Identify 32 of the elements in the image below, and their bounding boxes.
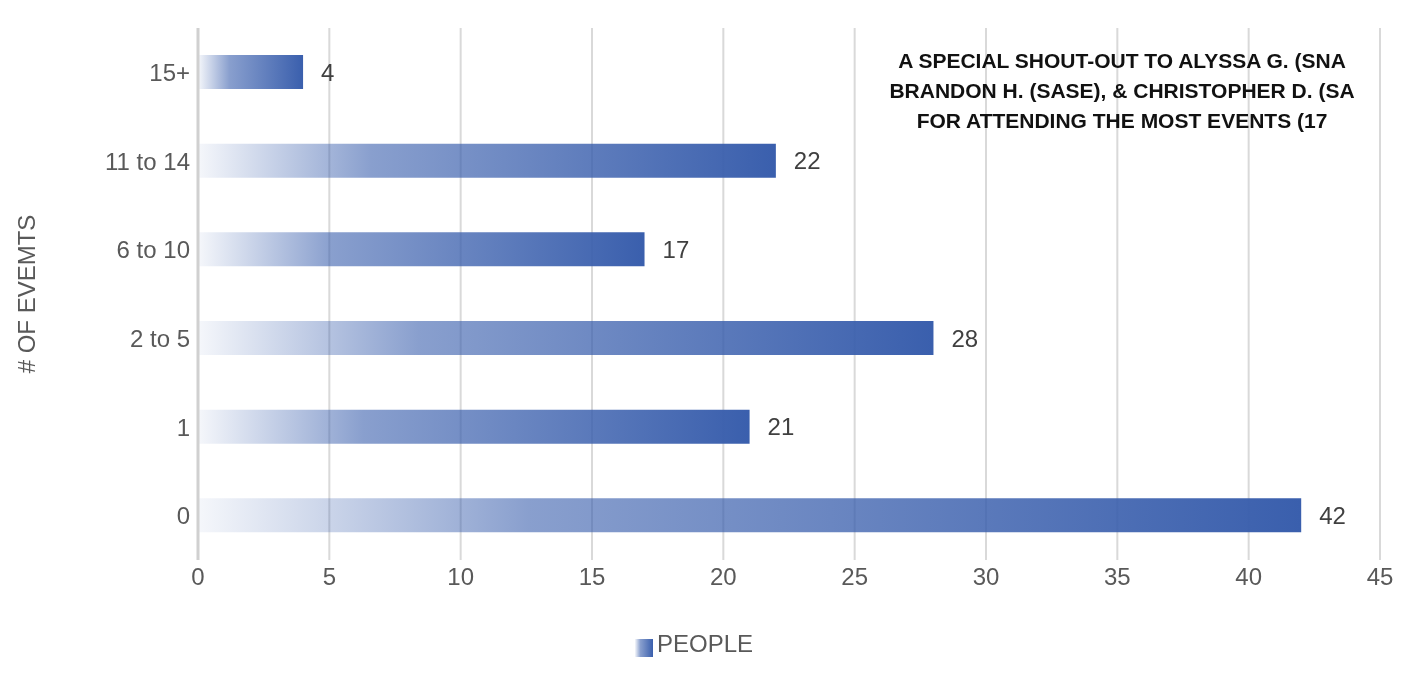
y-tick-label: 2 to 5 — [129, 324, 190, 352]
x-tick-label: 35 — [1103, 563, 1131, 591]
x-tick-label: 45 — [1366, 563, 1394, 591]
legend-label: PEOPLE — [656, 630, 754, 657]
y-tick-label: 6 to 10 — [116, 236, 190, 264]
bar — [198, 321, 934, 355]
data-label: 17 — [662, 235, 690, 263]
y-tick-label: 0 — [176, 502, 190, 530]
data-label: 42 — [1319, 501, 1346, 529]
y-tick-label: 15+ — [149, 58, 190, 86]
annotation: BRANDON H. (SASE), & CHRISTOPHER D. (SA — [888, 78, 1356, 104]
x-tick-label: 15 — [578, 563, 606, 591]
x-tick-label: 5 — [322, 563, 337, 591]
y-axis-title: # OF EVEMTS — [12, 214, 40, 374]
data-label: 22 — [793, 147, 821, 175]
data-label: 21 — [767, 413, 795, 441]
annotation: A SPECIAL SHOUT-OUT TO ALYSSA G. (SNA — [897, 48, 1347, 74]
bar — [198, 55, 304, 89]
x-tick-label: 40 — [1235, 563, 1263, 591]
bar — [198, 409, 750, 444]
annotation: FOR ATTENDING THE MOST EVENTS (17 — [915, 108, 1329, 134]
data-label: 28 — [951, 324, 979, 352]
x-tick-label: 20 — [709, 563, 737, 591]
y-tick-label: 11 to 14 — [105, 147, 190, 175]
x-tick-label: 25 — [841, 563, 869, 591]
bar — [198, 143, 776, 178]
bar — [198, 232, 645, 267]
x-tick-label: 30 — [972, 563, 1000, 591]
y-tick-label: 1 — [176, 413, 190, 441]
bar — [198, 498, 1302, 533]
data-label: 4 — [321, 58, 335, 86]
x-tick-label: 10 — [447, 563, 475, 591]
